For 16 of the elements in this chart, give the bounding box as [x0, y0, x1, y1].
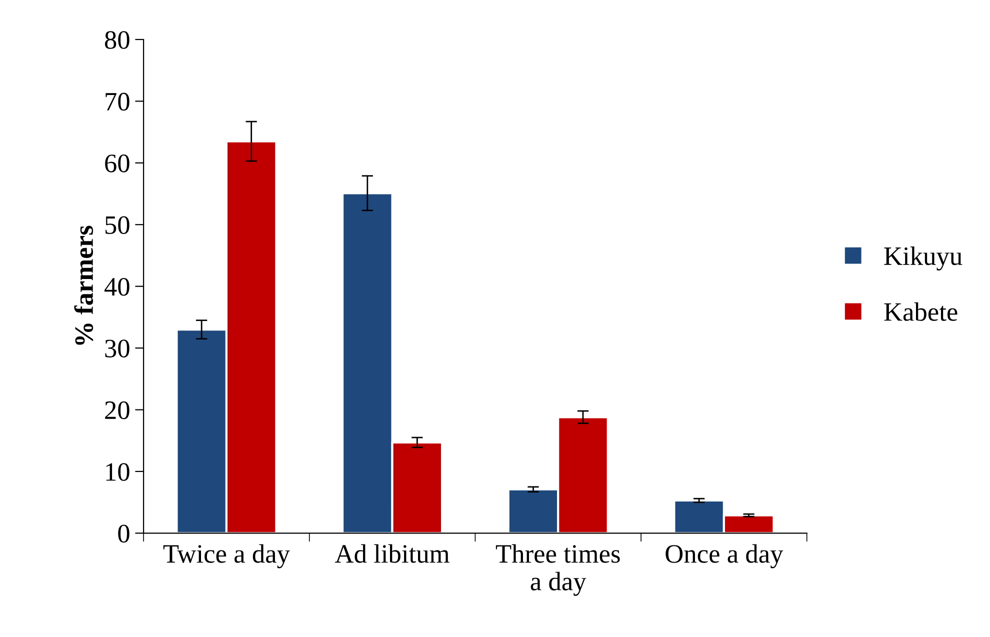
- legend-label: Kabete: [884, 302, 958, 321]
- x-tick-label: Ad libitum: [335, 544, 450, 563]
- y-tick-label: 40: [104, 278, 130, 296]
- y-tick-label: 70: [106, 92, 130, 111]
- y-tick-label: 60: [105, 154, 130, 172]
- y-tick-label: 80: [104, 31, 130, 49]
- x-tick-label: Three times a day: [496, 544, 620, 596]
- x-tick-label: Twice a day: [163, 544, 290, 568]
- x-tick-label: Once a day: [666, 544, 784, 568]
- y-tick-label: 50: [106, 216, 130, 234]
- y-tick-label: 20: [105, 401, 130, 420]
- y-tick-label: 10: [106, 463, 130, 481]
- y-axis-title: % farmers: [74, 226, 94, 345]
- y-tick-label: 0: [118, 524, 130, 543]
- y-tick-label: 30: [105, 340, 130, 358]
- legend-label: Kikuyu: [884, 246, 962, 271]
